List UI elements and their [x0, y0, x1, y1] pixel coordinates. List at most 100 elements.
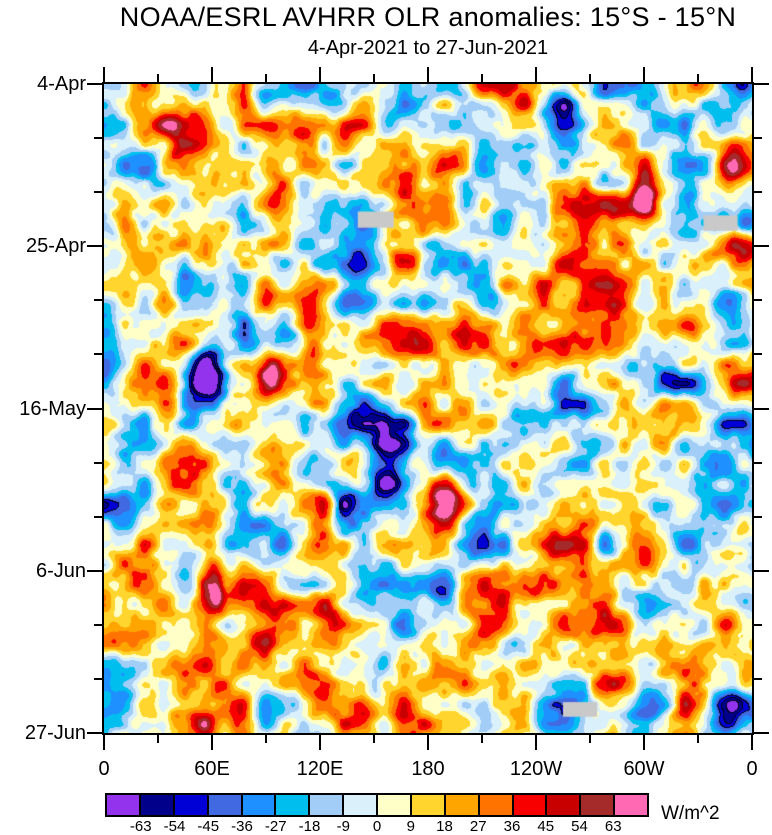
x-tick-label: 120W — [509, 758, 563, 780]
y-major-tick — [87, 83, 102, 85]
colorbar-cell — [547, 795, 582, 815]
x-minor-tick — [697, 735, 699, 743]
colorbar-cell — [378, 795, 412, 815]
colorbar-cell — [140, 795, 175, 815]
y-major-tick — [87, 732, 102, 734]
x-tick-label: 180 — [411, 758, 445, 780]
colorbar-cell — [107, 795, 141, 815]
plot-area — [102, 82, 754, 735]
x-major-tick — [751, 67, 753, 82]
y-minor-tick — [754, 137, 762, 139]
colorbar-tick-label: 9 — [406, 818, 415, 835]
y-minor-tick — [754, 516, 762, 518]
x-major-tick — [103, 67, 105, 82]
colorbar-tick-label: -45 — [197, 818, 220, 835]
y-major-tick — [754, 245, 769, 247]
x-major-tick — [319, 735, 321, 750]
colorbar-tick-label: 36 — [503, 818, 521, 835]
y-minor-tick — [94, 353, 102, 355]
colorbar-cell — [615, 795, 647, 815]
y-minor-tick — [754, 624, 762, 626]
y-tick-label: 25-Apr — [25, 235, 86, 258]
colorbar-cell — [581, 795, 616, 815]
y-tick-label: 4-Apr — [37, 73, 86, 95]
x-minor-tick — [157, 735, 159, 743]
y-minor-tick — [754, 299, 762, 301]
chart-title: NOAA/ESRL AVHRR OLR anomalies: 15°S - 15… — [119, 2, 737, 32]
x-minor-tick — [481, 74, 483, 82]
colorbar-tick-label: -18 — [298, 818, 321, 835]
y-minor-tick — [754, 353, 762, 355]
colorbar-tick-label: -54 — [163, 818, 186, 835]
x-minor-tick — [697, 74, 699, 82]
y-minor-tick — [94, 191, 102, 193]
colorbar-units-label: W/m^2 — [661, 803, 720, 824]
colorbar-cell — [208, 795, 243, 815]
x-major-tick — [211, 735, 213, 750]
x-major-tick — [103, 735, 105, 750]
x-major-tick — [211, 67, 213, 82]
colorbar-tick-label: 45 — [537, 818, 555, 835]
y-minor-tick — [94, 462, 102, 464]
x-major-tick — [751, 735, 753, 750]
colorbar-cell — [344, 795, 378, 815]
colorbar-tick-label: -36 — [231, 818, 253, 835]
x-major-tick — [319, 67, 321, 82]
y-major-tick — [87, 408, 102, 410]
y-minor-tick — [754, 191, 762, 193]
x-tick-label: 120E — [296, 758, 344, 780]
y-minor-tick — [94, 624, 102, 626]
colorbar-cell — [276, 795, 311, 815]
colorbar-tick-label: -27 — [264, 818, 287, 835]
colorbar-cell — [513, 795, 548, 815]
x-major-tick — [535, 735, 537, 750]
colorbar-tick-label: -63 — [129, 818, 152, 835]
y-major-tick — [754, 408, 769, 410]
y-minor-tick — [754, 678, 762, 680]
colorbar-tick-label: 0 — [372, 818, 382, 835]
x-tick-label: 0 — [746, 758, 758, 780]
olr-anomaly-field — [104, 84, 752, 733]
y-minor-tick — [94, 137, 102, 139]
colorbar-cell — [174, 795, 209, 815]
colorbar-cell — [411, 795, 446, 815]
colorbar-tick-label: -9 — [336, 818, 350, 835]
y-major-tick — [754, 83, 769, 85]
x-minor-tick — [265, 74, 267, 82]
x-major-tick — [427, 735, 429, 750]
colorbar-tick-label: 63 — [604, 818, 622, 835]
x-minor-tick — [589, 74, 591, 82]
x-tick-label: 0 — [98, 758, 110, 780]
x-minor-tick — [373, 74, 375, 82]
x-tick-label: 60W — [623, 758, 665, 780]
y-major-tick — [87, 245, 102, 247]
colorbar-cell — [310, 795, 345, 815]
y-tick-label: 16-May — [19, 397, 86, 420]
colorbar — [105, 793, 649, 817]
colorbar-tick-label: 18 — [436, 818, 453, 835]
y-tick-label: 27-Jun — [24, 722, 86, 744]
colorbar-cell — [445, 795, 480, 815]
y-major-tick — [754, 570, 769, 572]
x-minor-tick — [373, 735, 375, 743]
y-major-tick — [754, 732, 769, 734]
x-minor-tick — [589, 735, 591, 743]
chart-subtitle: 4-Apr-2021 to 27-Jun-2021 — [307, 37, 549, 59]
x-minor-tick — [265, 735, 267, 743]
colorbar-cell — [479, 795, 514, 815]
colorbar-tick-label: 27 — [469, 818, 487, 835]
colorbar-tick-label: 54 — [571, 818, 588, 835]
x-minor-tick — [157, 74, 159, 82]
colorbar-cell — [242, 795, 277, 815]
x-major-tick — [535, 67, 537, 82]
y-minor-tick — [94, 299, 102, 301]
x-major-tick — [643, 67, 645, 82]
y-minor-tick — [754, 462, 762, 464]
y-minor-tick — [94, 678, 102, 680]
y-major-tick — [87, 570, 102, 572]
x-major-tick — [427, 67, 429, 82]
x-tick-label: 60E — [194, 758, 230, 780]
y-minor-tick — [94, 516, 102, 518]
x-minor-tick — [481, 735, 483, 743]
